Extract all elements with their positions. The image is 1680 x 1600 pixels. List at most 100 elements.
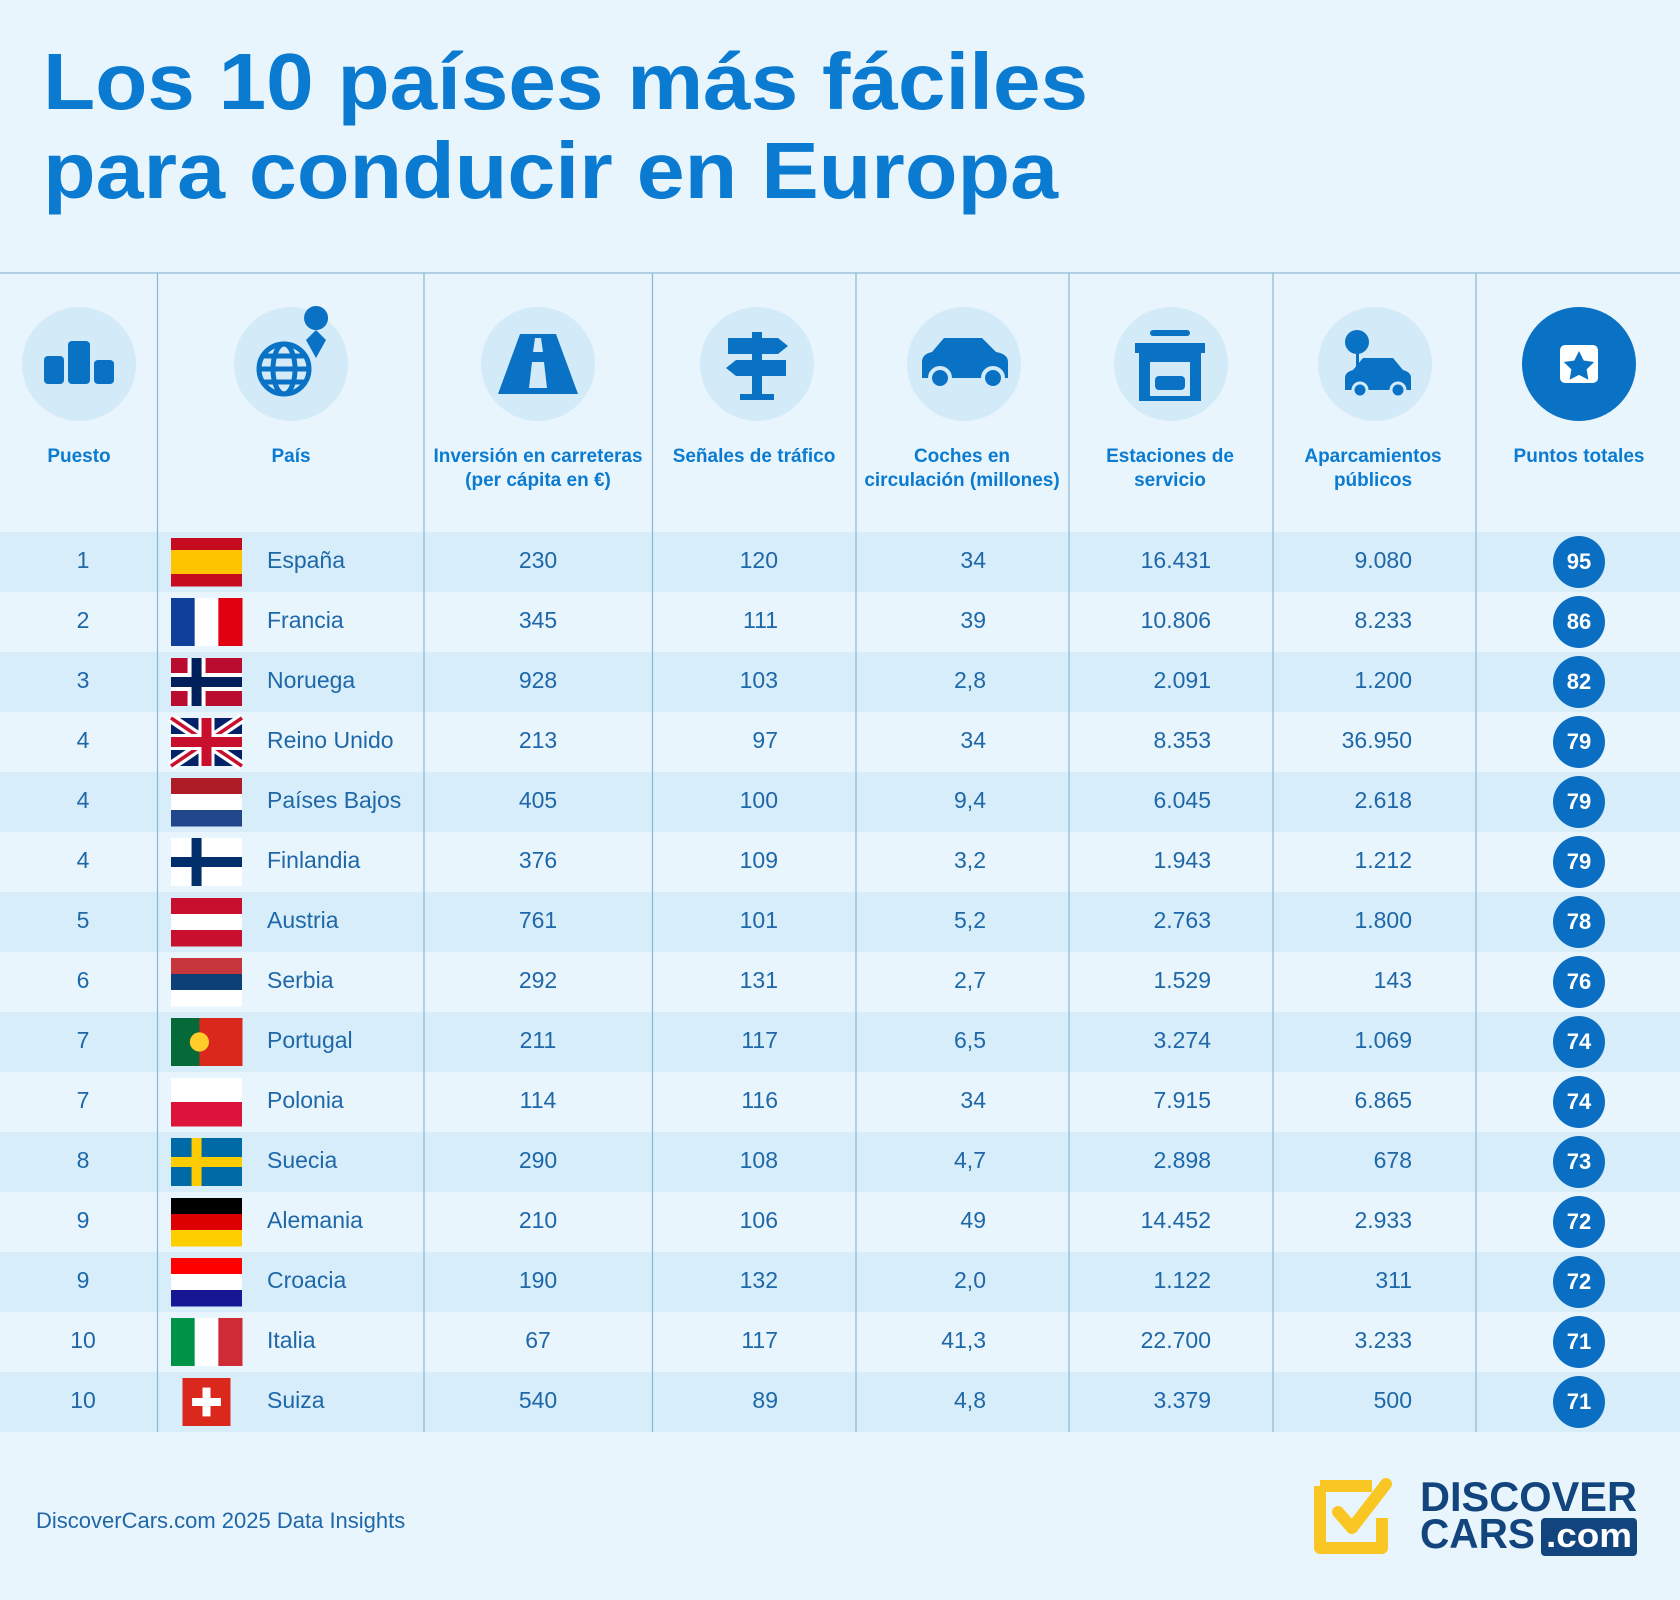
country-cell: Francia xyxy=(267,607,344,633)
flag-part xyxy=(171,1157,242,1167)
row-band xyxy=(0,892,1680,952)
score-badge xyxy=(1553,836,1605,888)
car-icon xyxy=(922,338,1008,390)
flag-part xyxy=(171,898,242,915)
header-icons xyxy=(22,306,1636,421)
column-header: (per cápita en €) xyxy=(465,470,611,491)
flag-part xyxy=(171,574,242,587)
column-header: Coches en xyxy=(914,446,1010,467)
score-badge xyxy=(1553,1256,1605,1308)
cars-cell: 34 xyxy=(960,1087,986,1113)
rank-cell: 4 xyxy=(77,787,90,813)
stations-cell: 1.529 xyxy=(1153,967,1211,993)
investment-cell: 928 xyxy=(519,667,557,693)
investment-cell: 210 xyxy=(519,1207,557,1233)
score-cell: 73 xyxy=(1567,1149,1591,1174)
logo-text: DISCOVER xyxy=(1420,1473,1637,1520)
flag-part xyxy=(171,677,242,687)
country-cell: Suecia xyxy=(267,1147,338,1173)
flag-part xyxy=(194,1318,219,1366)
road-marks xyxy=(529,338,547,388)
rank-cell: 2 xyxy=(77,607,90,633)
title-line: para conducir en Europa xyxy=(43,126,1059,215)
logo-text: CARS xyxy=(1420,1510,1535,1557)
score-cell: 71 xyxy=(1567,1329,1591,1354)
rank-cell: 8 xyxy=(77,1147,90,1173)
cars-cell: 41,3 xyxy=(941,1327,986,1353)
country-flag xyxy=(171,1138,242,1186)
flag-part xyxy=(171,914,242,931)
score-badge xyxy=(1553,716,1605,768)
parking-cell: 500 xyxy=(1374,1387,1412,1413)
flag-part xyxy=(171,974,242,991)
pin-icon xyxy=(304,306,329,358)
stations-cell: 10.806 xyxy=(1141,607,1211,633)
signs-cell: 108 xyxy=(740,1147,778,1173)
flag-part xyxy=(171,1078,242,1103)
country-cell: Finlandia xyxy=(267,847,361,873)
investment-cell: 292 xyxy=(519,967,557,993)
investment-cell: 213 xyxy=(519,727,557,753)
parking-cell: 2.933 xyxy=(1354,1207,1412,1233)
star-icon xyxy=(1563,351,1595,380)
table-header: Puesto País Inversión en carreteras (per cá… xyxy=(47,446,1644,491)
parking-icon xyxy=(1345,330,1411,399)
logo-suffix: .com xyxy=(1546,1517,1632,1555)
investment-cell: 290 xyxy=(519,1147,557,1173)
country-flag xyxy=(171,538,242,587)
signs-cell: 103 xyxy=(740,667,778,693)
row-band xyxy=(0,712,1680,772)
cars-cell: 5,2 xyxy=(954,907,986,933)
flag-part xyxy=(218,1318,243,1366)
stations-cell: 2.898 xyxy=(1153,1147,1211,1173)
row-band xyxy=(0,652,1680,712)
parking-cell: 311 xyxy=(1375,1267,1412,1293)
stations-cell: 7.915 xyxy=(1153,1087,1211,1113)
score-cell: 79 xyxy=(1567,729,1591,754)
country-flag xyxy=(171,1078,242,1127)
column-header: públicos xyxy=(1334,470,1412,491)
score-cell: 79 xyxy=(1567,789,1591,814)
country-cell: Croacia xyxy=(267,1267,346,1293)
rank-cell: 4 xyxy=(77,847,90,873)
score-badge xyxy=(1553,1076,1605,1128)
row-band xyxy=(0,1372,1680,1432)
parking-cell: 1.069 xyxy=(1354,1027,1412,1053)
flag-part xyxy=(171,1274,242,1291)
globe-icon xyxy=(256,341,312,397)
parking-cell: 678 xyxy=(1374,1147,1412,1173)
investment-cell: 761 xyxy=(519,907,557,933)
cars-cell: 2,8 xyxy=(954,667,986,693)
country-cell: Austria xyxy=(267,907,339,933)
score-badge xyxy=(1553,1016,1605,1068)
country-flag xyxy=(171,598,243,646)
rank-cell: 4 xyxy=(77,727,90,753)
flag-part xyxy=(192,1398,221,1406)
cars-cell: 4,7 xyxy=(954,1147,986,1173)
score-badge xyxy=(1553,596,1605,648)
logo-box xyxy=(1314,1480,1388,1554)
flag-part xyxy=(171,794,242,811)
parking-cell: 1.800 xyxy=(1354,907,1412,933)
flag-part xyxy=(171,550,242,575)
garage-icon xyxy=(1135,330,1205,401)
cars-cell: 6,5 xyxy=(954,1027,986,1053)
country-cell: Italia xyxy=(267,1327,316,1353)
row-band xyxy=(0,952,1680,1012)
score-cell: 74 xyxy=(1567,1029,1592,1054)
score-cell: 72 xyxy=(1567,1269,1591,1294)
investment-cell: 345 xyxy=(519,607,557,633)
country-cell: Polonia xyxy=(267,1087,344,1113)
row-band xyxy=(0,1072,1680,1132)
flag-part xyxy=(171,1290,242,1307)
parking-cell: 3.233 xyxy=(1354,1327,1412,1353)
icon-circle xyxy=(234,307,348,421)
flag-part xyxy=(171,778,242,795)
parking-cell: 8.233 xyxy=(1354,607,1412,633)
stations-cell: 2.091 xyxy=(1153,667,1211,693)
rank-cell: 7 xyxy=(77,1027,90,1053)
investment-cell: 540 xyxy=(519,1387,557,1413)
flag-part xyxy=(171,1230,242,1247)
cars-cell: 49 xyxy=(960,1207,986,1233)
